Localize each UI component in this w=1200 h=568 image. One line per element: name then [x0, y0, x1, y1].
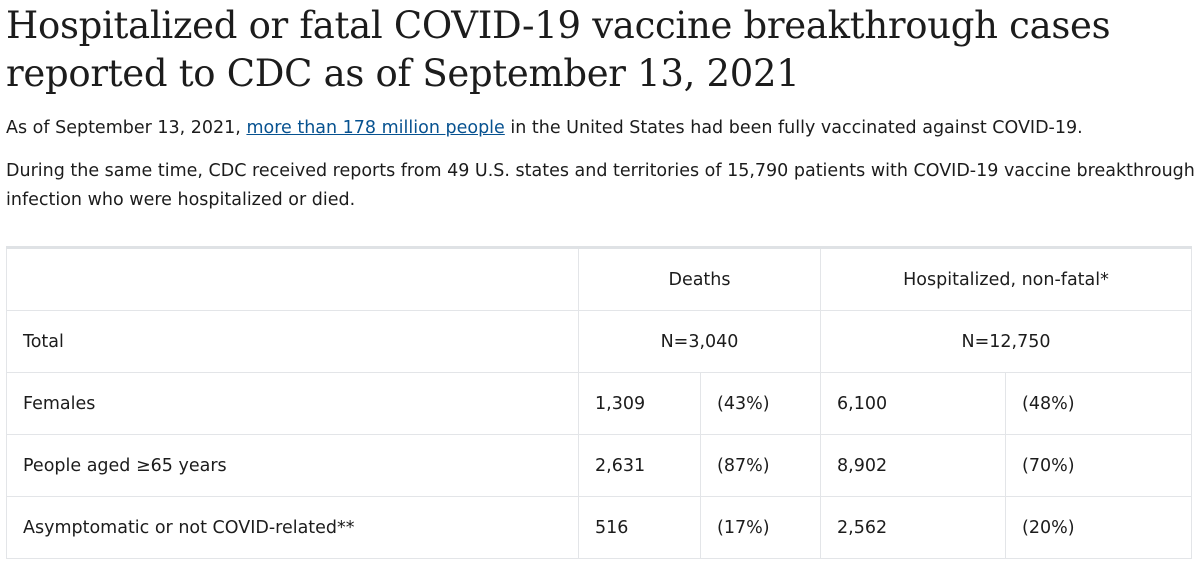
deaths-percent: (43%) [700, 372, 821, 435]
total-hospitalized: N=12,750 [820, 310, 1192, 373]
header-hospitalized: Hospitalized, non-fatal* [820, 247, 1192, 311]
header-deaths: Deaths [578, 247, 821, 311]
intro-text-end: in the United States had been fully vacc… [504, 118, 1083, 138]
row-label: Females [6, 372, 579, 435]
intro-text: As of September 13, 2021, [6, 118, 247, 138]
total-deaths: N=3,040 [578, 310, 821, 373]
table-header-row: Deaths Hospitalized, non-fatal* [6, 247, 1192, 311]
vaccinated-people-link[interactable]: more than 178 million people [246, 118, 505, 138]
intro-paragraph: As of September 13, 2021, more than 178 … [0, 114, 1200, 143]
page-title: Hospitalized or fatal COVID-19 vaccine b… [6, 4, 1111, 95]
breakthrough-cases-table: Deaths Hospitalized, non-fatal* Total N=… [6, 246, 1192, 559]
row-label: Asymptomatic or not COVID-related** [6, 496, 579, 559]
hospitalized-count: 2,562 [820, 496, 1006, 559]
header-empty [6, 247, 579, 311]
hospitalized-percent: (48%) [1005, 372, 1192, 435]
hospitalized-percent: (70%) [1005, 434, 1192, 497]
deaths-count: 2,631 [578, 434, 701, 497]
table-row: Asymptomatic or not COVID-related** 516 … [6, 496, 1192, 559]
row-label: People aged ≥65 years [6, 434, 579, 497]
table-row: Females 1,309 (43%) 6,100 (48%) [6, 372, 1192, 435]
deaths-count: 1,309 [578, 372, 701, 435]
hospitalized-percent: (20%) [1005, 496, 1192, 559]
deaths-percent: (87%) [700, 434, 821, 497]
hospitalized-count: 6,100 [820, 372, 1006, 435]
reports-paragraph: During the same time, CDC received repor… [6, 161, 1195, 210]
table-row-total: Total N=3,040 N=12,750 [6, 310, 1192, 373]
deaths-count: 516 [578, 496, 701, 559]
hospitalized-count: 8,902 [820, 434, 1006, 497]
row-label: Total [6, 310, 579, 373]
table-row: People aged ≥65 years 2,631 (87%) 8,902 … [6, 434, 1192, 497]
deaths-percent: (17%) [700, 496, 821, 559]
